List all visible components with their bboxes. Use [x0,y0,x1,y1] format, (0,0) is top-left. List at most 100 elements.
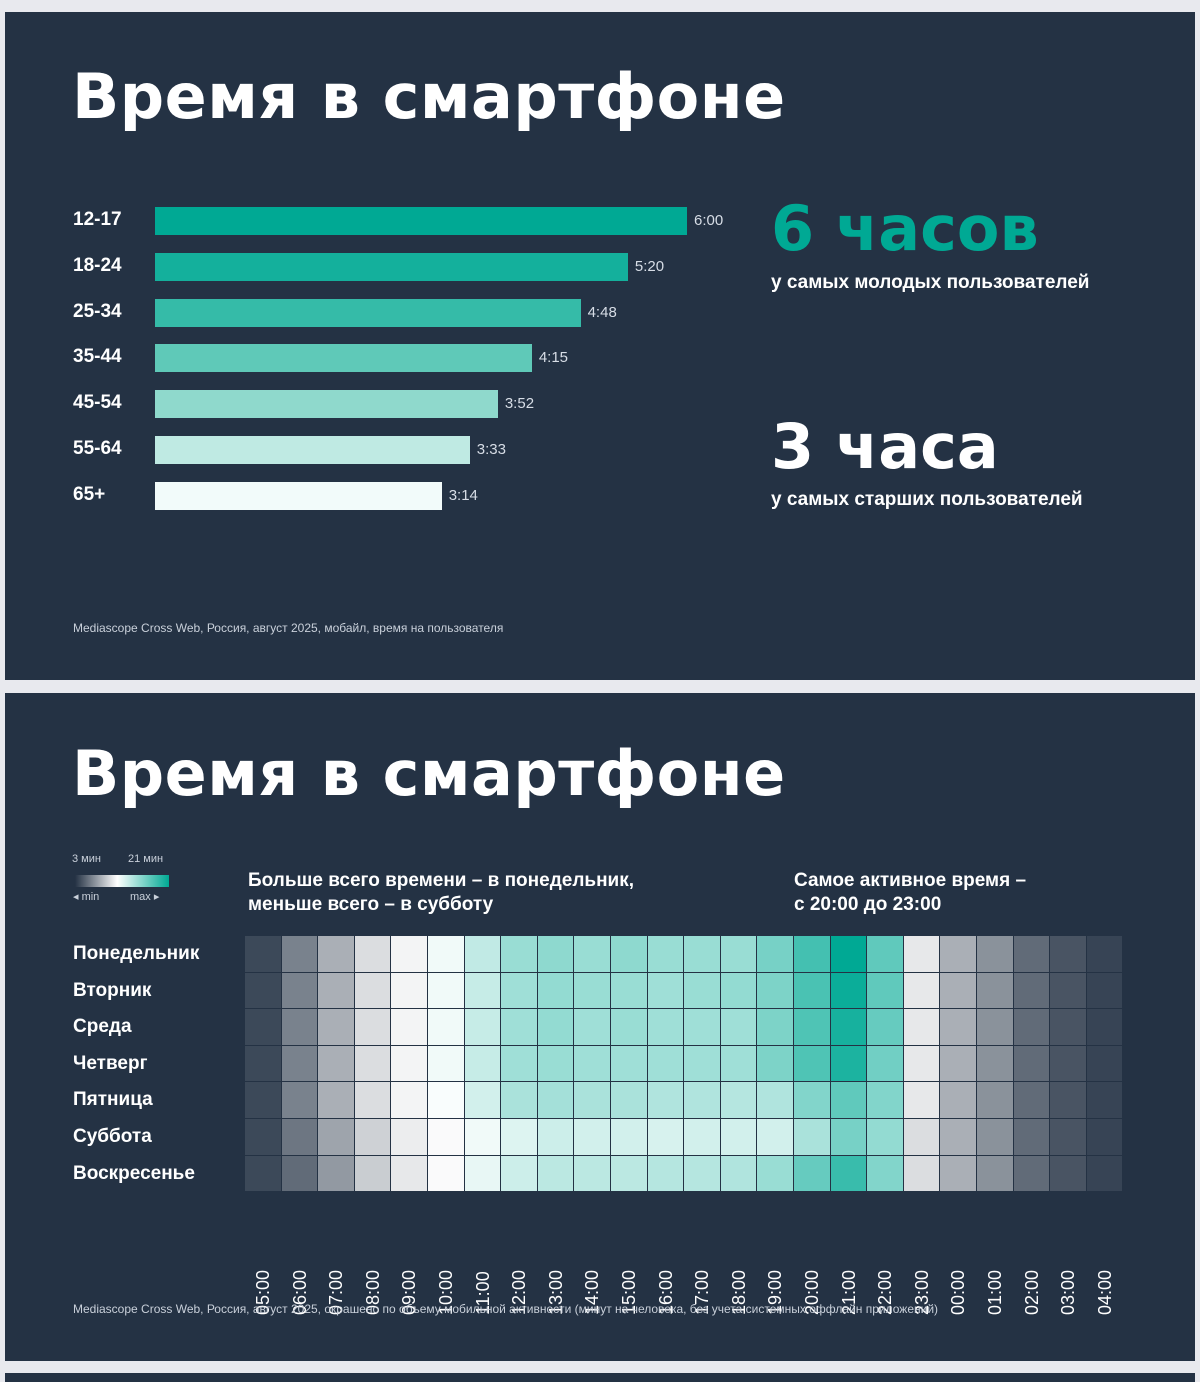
bar-category-label: 12-17 [73,209,122,230]
heatmap-cell [684,1155,720,1192]
heatmap-cell [281,1155,318,1192]
heatmap-cell [1086,1082,1123,1118]
heatmap-cell [281,1009,318,1045]
heatmap-column-label: 02:00 [1021,1269,1042,1315]
heatmap-cell [318,1119,354,1155]
bar [155,298,581,327]
heatmap-cell [794,1155,830,1192]
heatmap-cell [354,972,391,1009]
heatmap-cell [720,1155,757,1192]
heatmap-cell [318,972,354,1009]
heatmap-cell [318,1009,354,1045]
heatmap-cell [574,1155,610,1192]
heatmap-cell [903,972,940,1009]
heatmap-cell [794,936,830,972]
heatmap-cell [245,936,281,972]
heatmap-row-label: Вторник [73,979,152,1001]
heatmap-cell [354,936,391,972]
heatmap-cell [501,1155,537,1192]
heatmap-cell [684,972,720,1009]
heatmap-cell [537,1119,574,1155]
heatmap-cell [720,1009,757,1045]
heatmap-cell [574,1045,610,1082]
heatmap-cell [537,1009,574,1045]
heatmap-cell [830,1119,867,1155]
heatmap-cell [354,1119,391,1155]
heatmap-cell [867,1082,903,1118]
heatmap-cell [977,1082,1013,1118]
heatmap-column-label: 03:00 [1058,1269,1079,1315]
heatmap-cell [977,1155,1013,1192]
slide-title: Время в смартфоне [72,60,786,133]
heatmap-cell [867,1009,903,1045]
heatmap-row-label: Среда [73,1016,132,1038]
heatmap-cell [794,1082,830,1118]
bar-category-label: 18-24 [73,254,122,276]
bar-category-label: 25-34 [73,300,122,322]
heatmap-cell [684,1082,720,1118]
heatmap-cell [903,1082,940,1118]
heatmap-cell [977,972,1013,1009]
heatmap-cell [354,1009,391,1045]
bar-value-label: 6:00 [694,212,724,229]
heatmap-cell [281,1045,318,1082]
heatmap-cell [977,1009,1013,1045]
heatmap-cell [1050,936,1086,972]
heatmap-cell [611,1119,647,1155]
heatmap-cell [647,1009,684,1045]
heatmap-cell [537,936,574,972]
heatmap-cell [1050,1119,1086,1155]
heatmap-cell [684,1009,720,1045]
heatmap-cell [281,1082,318,1118]
heatmap-cell [757,936,793,972]
heatmap-cell [391,1082,427,1118]
heatmap-cell [501,1119,537,1155]
heatmap-row-label: Четверг [73,1052,148,1074]
heatmap-cell [537,1045,574,1082]
heatmap-cell [1013,1045,1050,1082]
heatmap-cell [501,1009,537,1045]
heatmap-cell [903,1045,940,1082]
heatmap-cell [757,1045,793,1082]
heatmap-cell [647,1155,684,1192]
heatmap-cell [977,1119,1013,1155]
heatmap-cell [1013,1119,1050,1155]
legend-max-label: max ▸ [130,891,160,903]
heatmap-cell [647,1045,684,1082]
bar [155,344,532,373]
heatmap-cell [245,1155,281,1192]
heatmap-cell [464,1009,501,1045]
heatmap-cell [867,1045,903,1082]
heatmap-cell [611,1009,647,1045]
heatmap-cell [281,972,318,1009]
heatmap-cell [1086,1119,1123,1155]
heatmap-cell [391,972,427,1009]
heatmap-cell [830,972,867,1009]
heatmap-cell [1013,936,1050,972]
heatmap-cell [464,1045,501,1082]
bar-category-label: 65+ [73,483,106,505]
heatmap-cell [867,936,903,972]
heatmap-cell [464,1082,501,1118]
heatmap-cell [391,1009,427,1045]
heatmap-column-label: 01:00 [985,1269,1005,1315]
heatmap-cell [501,1045,537,1082]
heatmap-cell [977,1045,1013,1082]
heatmap-cell [940,1082,976,1118]
heatmap-cell [501,972,537,1009]
heatmap-cell [684,1045,720,1082]
heatmap-cell [318,1155,354,1192]
legend-min-label: ◂ min [73,891,100,903]
heatmap-cell [903,1119,940,1155]
heatmap-cell [245,972,281,1009]
heatmap-cell [391,1045,427,1082]
subhead-left: Больше всего времени – в понедельник, ме… [248,870,635,915]
heatmap-cell [794,1045,830,1082]
bar [155,436,470,464]
heatmap-cell [501,936,537,972]
heatmap-cell [245,1119,281,1155]
slide-age-bars: Время в смартфоне 12-17 6:00 18-24 5:20 25-3… [5,12,1195,680]
heatmap-cell [537,1082,574,1118]
heatmap-cell [940,1155,976,1192]
heatmap-cell [757,1155,793,1192]
